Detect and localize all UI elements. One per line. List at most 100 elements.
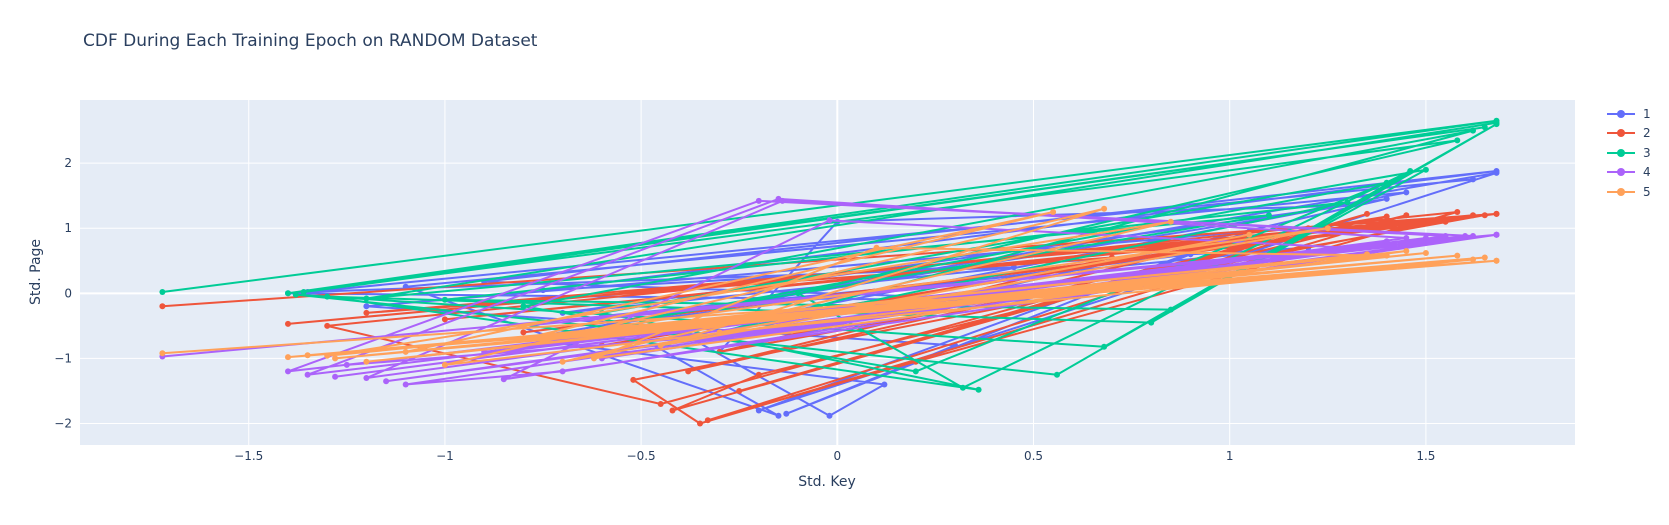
data-point[interactable] [795, 290, 802, 297]
data-point[interactable] [304, 371, 311, 378]
data-point[interactable] [402, 381, 409, 388]
data-point[interactable] [1403, 212, 1410, 219]
data-point[interactable] [783, 410, 790, 417]
data-point[interactable] [755, 407, 762, 414]
data-point[interactable] [285, 354, 291, 361]
data-point[interactable] [685, 368, 692, 375]
data-point[interactable] [638, 322, 645, 329]
legend-item-4[interactable]: 4 [1605, 163, 1651, 183]
data-point[interactable] [755, 316, 762, 323]
data-point[interactable] [1481, 212, 1488, 219]
data-point[interactable] [1493, 119, 1500, 126]
data-point[interactable] [159, 350, 166, 357]
data-point[interactable] [959, 384, 966, 391]
traces[interactable] [159, 117, 1500, 427]
legend-item-1[interactable]: 1 [1605, 104, 1651, 124]
data-point[interactable] [779, 197, 786, 204]
data-point[interactable] [285, 368, 291, 375]
data-point[interactable] [1462, 233, 1469, 239]
data-point[interactable] [1246, 231, 1253, 238]
data-point[interactable] [657, 342, 664, 349]
data-point[interactable] [383, 378, 390, 385]
data-point[interactable] [1265, 212, 1272, 219]
data-point[interactable] [520, 329, 527, 336]
data-point[interactable] [332, 355, 339, 362]
data-point[interactable] [1470, 127, 1476, 134]
data-point[interactable] [1101, 343, 1108, 350]
data-point[interactable] [441, 296, 448, 303]
data-point[interactable] [1050, 209, 1057, 215]
data-point[interactable] [912, 368, 919, 375]
data-point[interactable] [441, 361, 448, 368]
data-point[interactable] [304, 352, 311, 359]
data-point[interactable] [1364, 210, 1370, 217]
data-point[interactable] [1054, 371, 1060, 378]
legend-item-3[interactable]: 3 [1605, 143, 1651, 163]
legend[interactable]: 1 2 3 4 5 [1605, 104, 1651, 202]
data-point[interactable] [324, 352, 331, 359]
data-point[interactable] [520, 303, 527, 310]
data-point[interactable] [520, 335, 527, 342]
data-point[interactable] [704, 417, 711, 424]
data-point[interactable] [1383, 213, 1390, 220]
data-point[interactable] [1422, 250, 1429, 256]
data-point[interactable] [1324, 225, 1331, 232]
data-point[interactable] [1383, 252, 1390, 259]
data-point[interactable] [159, 303, 166, 310]
data-point[interactable] [1493, 257, 1500, 264]
data-point[interactable] [1493, 210, 1500, 217]
data-point[interactable] [559, 358, 566, 365]
data-point[interactable] [1442, 218, 1449, 225]
data-point[interactable] [1226, 257, 1233, 264]
data-point[interactable] [1442, 233, 1449, 239]
data-point[interactable] [1407, 168, 1414, 174]
data-point[interactable] [1383, 179, 1390, 186]
data-point[interactable] [292, 291, 299, 298]
data-point[interactable] [1493, 169, 1500, 176]
data-point[interactable] [1167, 218, 1174, 225]
data-point[interactable] [1470, 256, 1476, 263]
data-point[interactable] [755, 197, 762, 204]
data-point[interactable] [736, 388, 743, 394]
series-3[interactable] [159, 117, 1500, 393]
data-point[interactable] [826, 412, 833, 419]
data-point[interactable] [1364, 251, 1370, 258]
data-point[interactable] [975, 386, 982, 393]
data-point[interactable] [1454, 209, 1461, 215]
data-point[interactable] [500, 376, 507, 383]
data-point[interactable] [1481, 254, 1488, 261]
data-point[interactable] [363, 309, 370, 316]
data-point[interactable] [363, 358, 370, 365]
data-point[interactable] [1403, 248, 1410, 254]
data-point[interactable] [285, 290, 291, 297]
data-point[interactable] [1344, 199, 1351, 206]
data-point[interactable] [1454, 252, 1461, 259]
data-point[interactable] [591, 355, 597, 362]
data-point[interactable] [402, 348, 409, 355]
data-point[interactable] [300, 289, 307, 295]
data-point[interactable] [1493, 231, 1500, 238]
data-point[interactable] [363, 295, 370, 302]
data-point[interactable] [324, 293, 331, 300]
data-point[interactable] [1481, 124, 1488, 131]
data-point[interactable] [1470, 212, 1476, 219]
data-point[interactable] [716, 329, 723, 336]
data-point[interactable] [324, 322, 331, 329]
data-point[interactable] [1383, 195, 1390, 202]
data-point[interactable] [559, 368, 566, 375]
data-point[interactable] [159, 289, 166, 295]
data-point[interactable] [826, 217, 833, 224]
data-point[interactable] [285, 320, 291, 327]
data-point[interactable] [1344, 244, 1351, 251]
legend-item-2[interactable]: 2 [1605, 124, 1651, 144]
data-point[interactable] [1383, 238, 1390, 245]
data-point[interactable] [1101, 205, 1108, 212]
data-point[interactable] [775, 412, 782, 419]
data-point[interactable] [1403, 189, 1410, 196]
data-point[interactable] [402, 283, 409, 290]
data-point[interactable] [697, 420, 703, 427]
data-point[interactable] [332, 373, 339, 380]
series-5[interactable] [159, 205, 1500, 368]
data-point[interactable] [1167, 306, 1174, 313]
